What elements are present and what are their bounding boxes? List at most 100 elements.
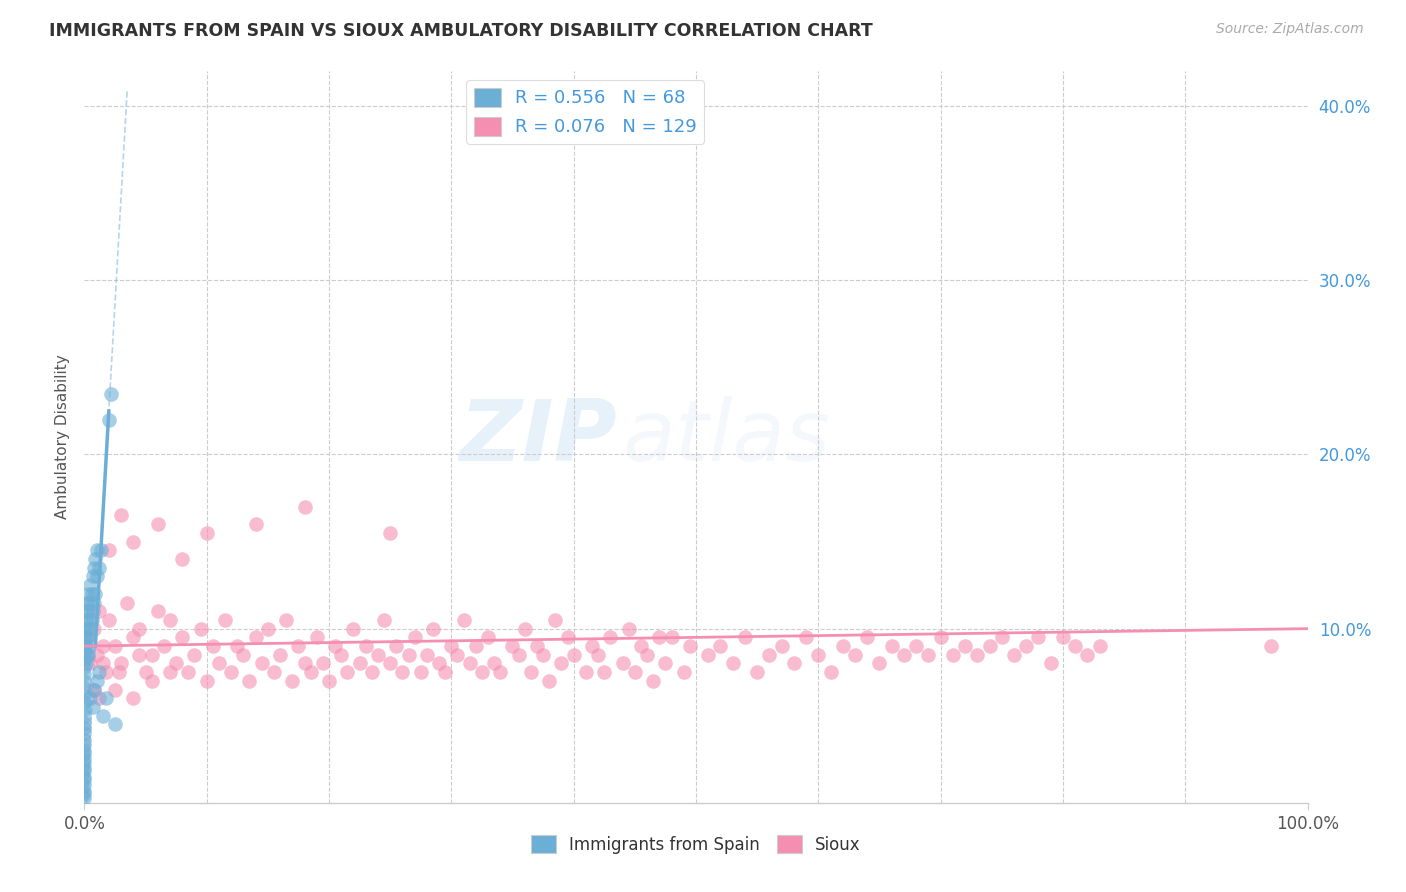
Point: [97, 543, 120, 558]
Point: [75, 604, 97, 618]
Point: [201, 639, 224, 653]
Point: [820, 665, 842, 680]
Point: [91, 639, 114, 653]
Point: [502, 639, 524, 653]
Point: [97, 412, 120, 426]
Point: [520, 665, 543, 680]
Point: [73, 783, 96, 797]
Point: [75, 631, 97, 645]
Point: [330, 648, 353, 662]
Point: [276, 613, 298, 627]
Point: [82, 569, 104, 583]
Point: [312, 657, 335, 671]
Point: [917, 648, 939, 662]
Point: [422, 622, 444, 636]
Point: [75, 613, 97, 627]
Point: [77, 648, 100, 662]
Point: [128, 622, 150, 636]
Point: [226, 639, 249, 653]
Point: [104, 639, 127, 653]
Point: [709, 639, 731, 653]
Point: [661, 631, 683, 645]
Point: [367, 648, 389, 662]
Point: [349, 657, 371, 671]
Point: [1052, 631, 1074, 645]
Point: [141, 648, 163, 662]
Point: [83, 622, 105, 636]
Text: Source: ZipAtlas.com: Source: ZipAtlas.com: [1216, 22, 1364, 37]
Point: [1002, 648, 1025, 662]
Point: [73, 747, 96, 761]
Point: [617, 622, 640, 636]
Point: [770, 639, 793, 653]
Point: [73, 756, 96, 770]
Point: [87, 560, 110, 574]
Point: [508, 648, 530, 662]
Text: IMMIGRANTS FROM SPAIN VS SIOUX AMBULATORY DISABILITY CORRELATION CHART: IMMIGRANTS FROM SPAIN VS SIOUX AMBULATOR…: [49, 22, 873, 40]
Point: [73, 787, 96, 801]
Point: [107, 665, 129, 680]
Point: [76, 604, 98, 618]
Point: [586, 648, 609, 662]
Point: [91, 708, 114, 723]
Point: [77, 595, 100, 609]
Point: [100, 386, 122, 401]
Point: [287, 639, 309, 653]
Point: [893, 648, 915, 662]
Point: [257, 622, 280, 636]
Point: [636, 648, 658, 662]
Point: [966, 648, 988, 662]
Point: [342, 622, 364, 636]
Point: [783, 657, 806, 671]
Point: [77, 639, 100, 653]
Point: [831, 639, 853, 653]
Point: [679, 639, 702, 653]
Point: [526, 639, 548, 653]
Point: [82, 604, 104, 618]
Point: [79, 657, 101, 671]
Point: [844, 648, 866, 662]
Point: [747, 665, 769, 680]
Point: [482, 657, 505, 671]
Point: [110, 508, 132, 523]
Point: [464, 639, 486, 653]
Point: [73, 631, 96, 645]
Point: [82, 700, 104, 714]
Point: [79, 622, 101, 636]
Point: [86, 543, 108, 558]
Point: [219, 665, 242, 680]
Point: [562, 648, 585, 662]
Point: [880, 639, 903, 653]
Point: [76, 595, 98, 609]
Point: [416, 648, 439, 662]
Point: [195, 525, 218, 540]
Point: [318, 673, 340, 688]
Point: [513, 622, 536, 636]
Point: [269, 648, 291, 662]
Point: [128, 648, 150, 662]
Point: [122, 534, 145, 549]
Point: [110, 657, 132, 671]
Point: [80, 613, 103, 627]
Point: [544, 613, 567, 627]
Point: [434, 665, 457, 680]
Point: [73, 743, 96, 757]
Point: [794, 631, 817, 645]
Point: [83, 682, 105, 697]
Point: [73, 770, 96, 784]
Point: [73, 646, 96, 660]
Point: [489, 665, 512, 680]
Point: [73, 715, 96, 730]
Point: [721, 657, 744, 671]
Point: [135, 665, 157, 680]
Point: [73, 660, 96, 674]
Point: [630, 639, 652, 653]
Point: [575, 665, 598, 680]
Point: [336, 665, 359, 680]
Point: [214, 613, 236, 627]
Point: [73, 778, 96, 792]
Point: [305, 631, 328, 645]
Point: [458, 657, 481, 671]
Point: [643, 673, 665, 688]
Text: ZIP: ZIP: [458, 395, 616, 479]
